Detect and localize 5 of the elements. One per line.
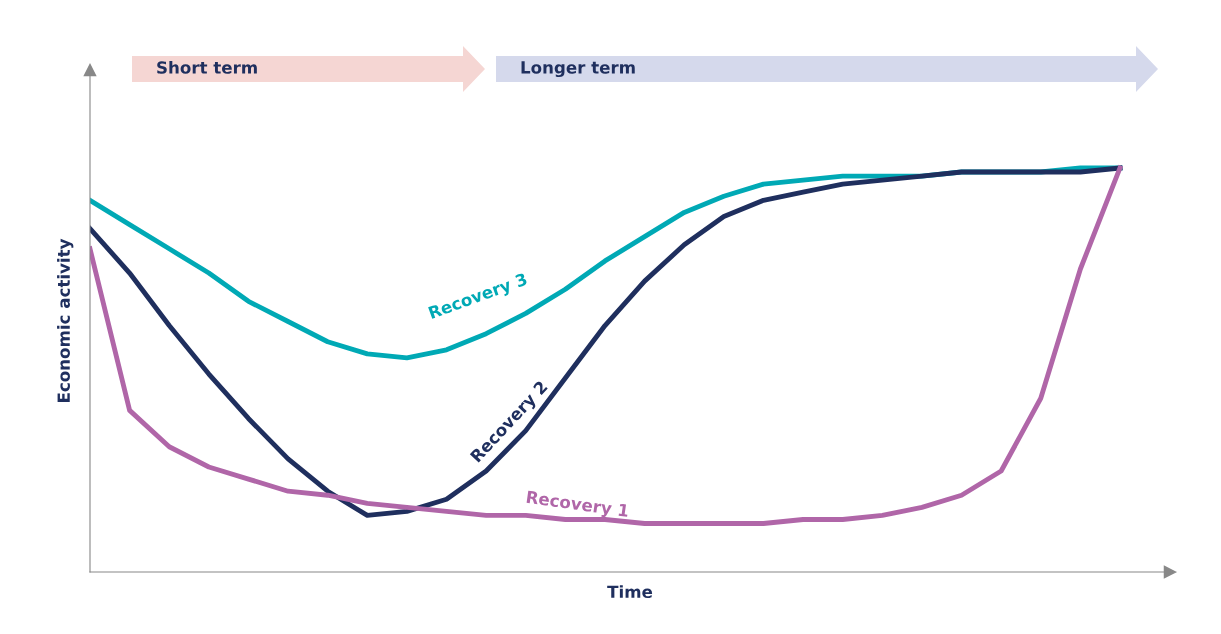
text: Longer term	[521, 61, 635, 78]
text: Recovery 1	[526, 490, 629, 521]
text: Short term	[157, 60, 257, 74]
y-axis-title: Economic activity	[57, 238, 74, 402]
x-axis-title: Time	[607, 585, 653, 599]
